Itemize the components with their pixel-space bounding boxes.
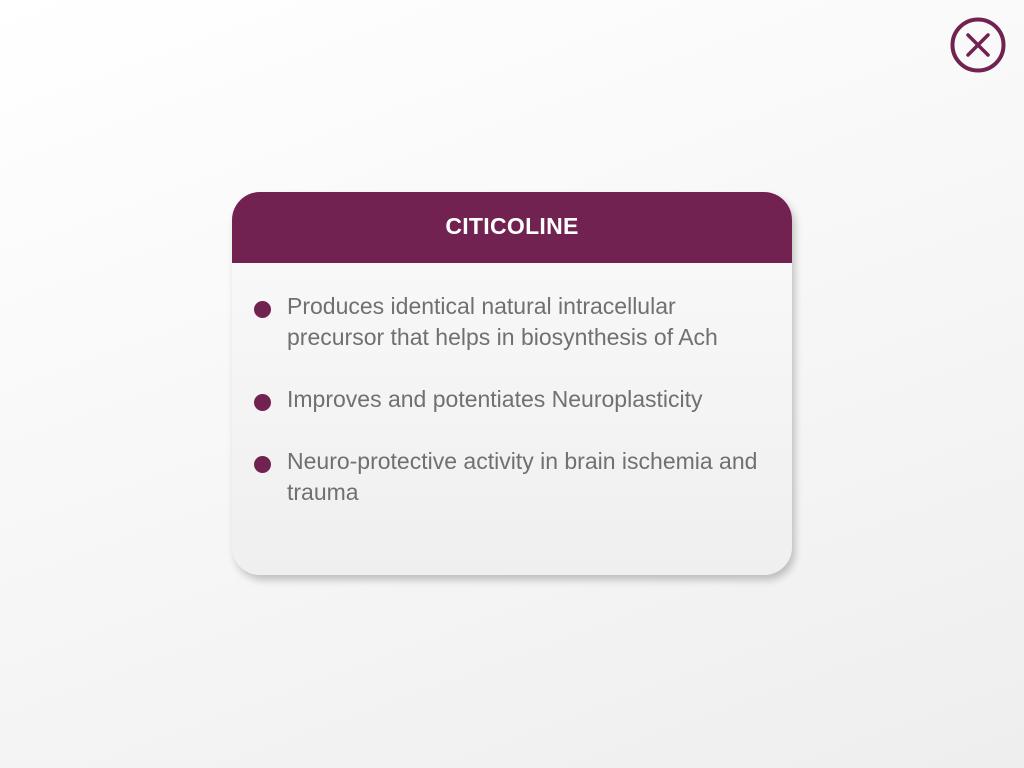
close-button[interactable] bbox=[950, 17, 1006, 73]
list-item: Neuro-protective activity in brain ische… bbox=[254, 446, 772, 508]
bullet-icon bbox=[254, 301, 271, 318]
bullet-icon bbox=[254, 456, 271, 473]
card-title: CITICOLINE bbox=[445, 213, 579, 239]
bullet-list: Produces identical natural intracellular… bbox=[232, 263, 792, 508]
list-item: Improves and potentiates Neuroplasticity bbox=[254, 384, 772, 415]
list-item-text: Produces identical natural intracellular… bbox=[287, 293, 718, 350]
list-item-text: Neuro-protective activity in brain ische… bbox=[287, 448, 758, 505]
close-circle-icon bbox=[950, 17, 1006, 73]
card-header: CITICOLINE bbox=[232, 192, 792, 263]
info-card: CITICOLINE Produces identical natural in… bbox=[232, 192, 792, 575]
list-item-text: Improves and potentiates Neuroplasticity bbox=[287, 386, 703, 412]
bullet-icon bbox=[254, 394, 271, 411]
list-item: Produces identical natural intracellular… bbox=[254, 291, 772, 353]
